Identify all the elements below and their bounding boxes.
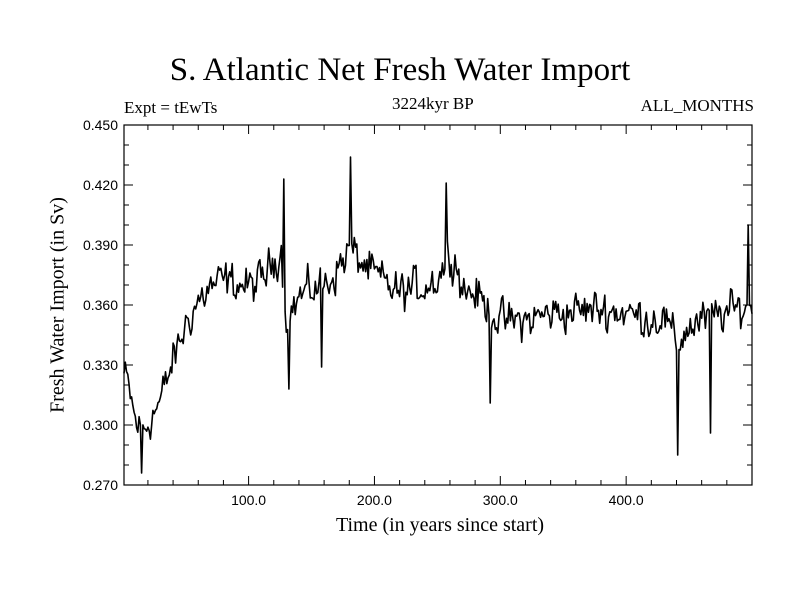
y-tick-label: 0.450 <box>83 117 118 133</box>
months-label: ALL_MONTHS <box>640 96 754 115</box>
x-tick-label: 400.0 <box>609 492 644 508</box>
y-tick-label: 0.420 <box>83 177 118 193</box>
x-tick-label: 300.0 <box>483 492 518 508</box>
x-tick-label: 100.0 <box>231 492 266 508</box>
plot-frame <box>123 124 753 486</box>
axis-tick-labels: 100.0 200.0 300.0 400.0 0.270 0.300 0.330 0.360… <box>83 117 644 508</box>
y-axis-label: Fresh Water Import (in Sv) <box>46 197 69 413</box>
experiment-label: Expt = tEwTs <box>124 98 218 117</box>
y-tick-label: 0.300 <box>83 417 118 433</box>
y-tick-label: 0.330 <box>83 357 118 373</box>
y-tick-label: 0.270 <box>83 477 118 493</box>
series-line-fresh-water-import <box>123 156 753 474</box>
chart-title: S. Atlantic Net Fresh Water Import <box>169 52 631 88</box>
y-tick-label: 0.390 <box>83 237 118 253</box>
x-axis-label: Time (in years since start) <box>335 514 545 536</box>
chart-subtitle: 3224kyr BP <box>392 94 474 113</box>
y-tick-label: 0.360 <box>83 297 118 313</box>
x-tick-label: 200.0 <box>357 492 392 508</box>
axis-ticks <box>124 124 752 486</box>
